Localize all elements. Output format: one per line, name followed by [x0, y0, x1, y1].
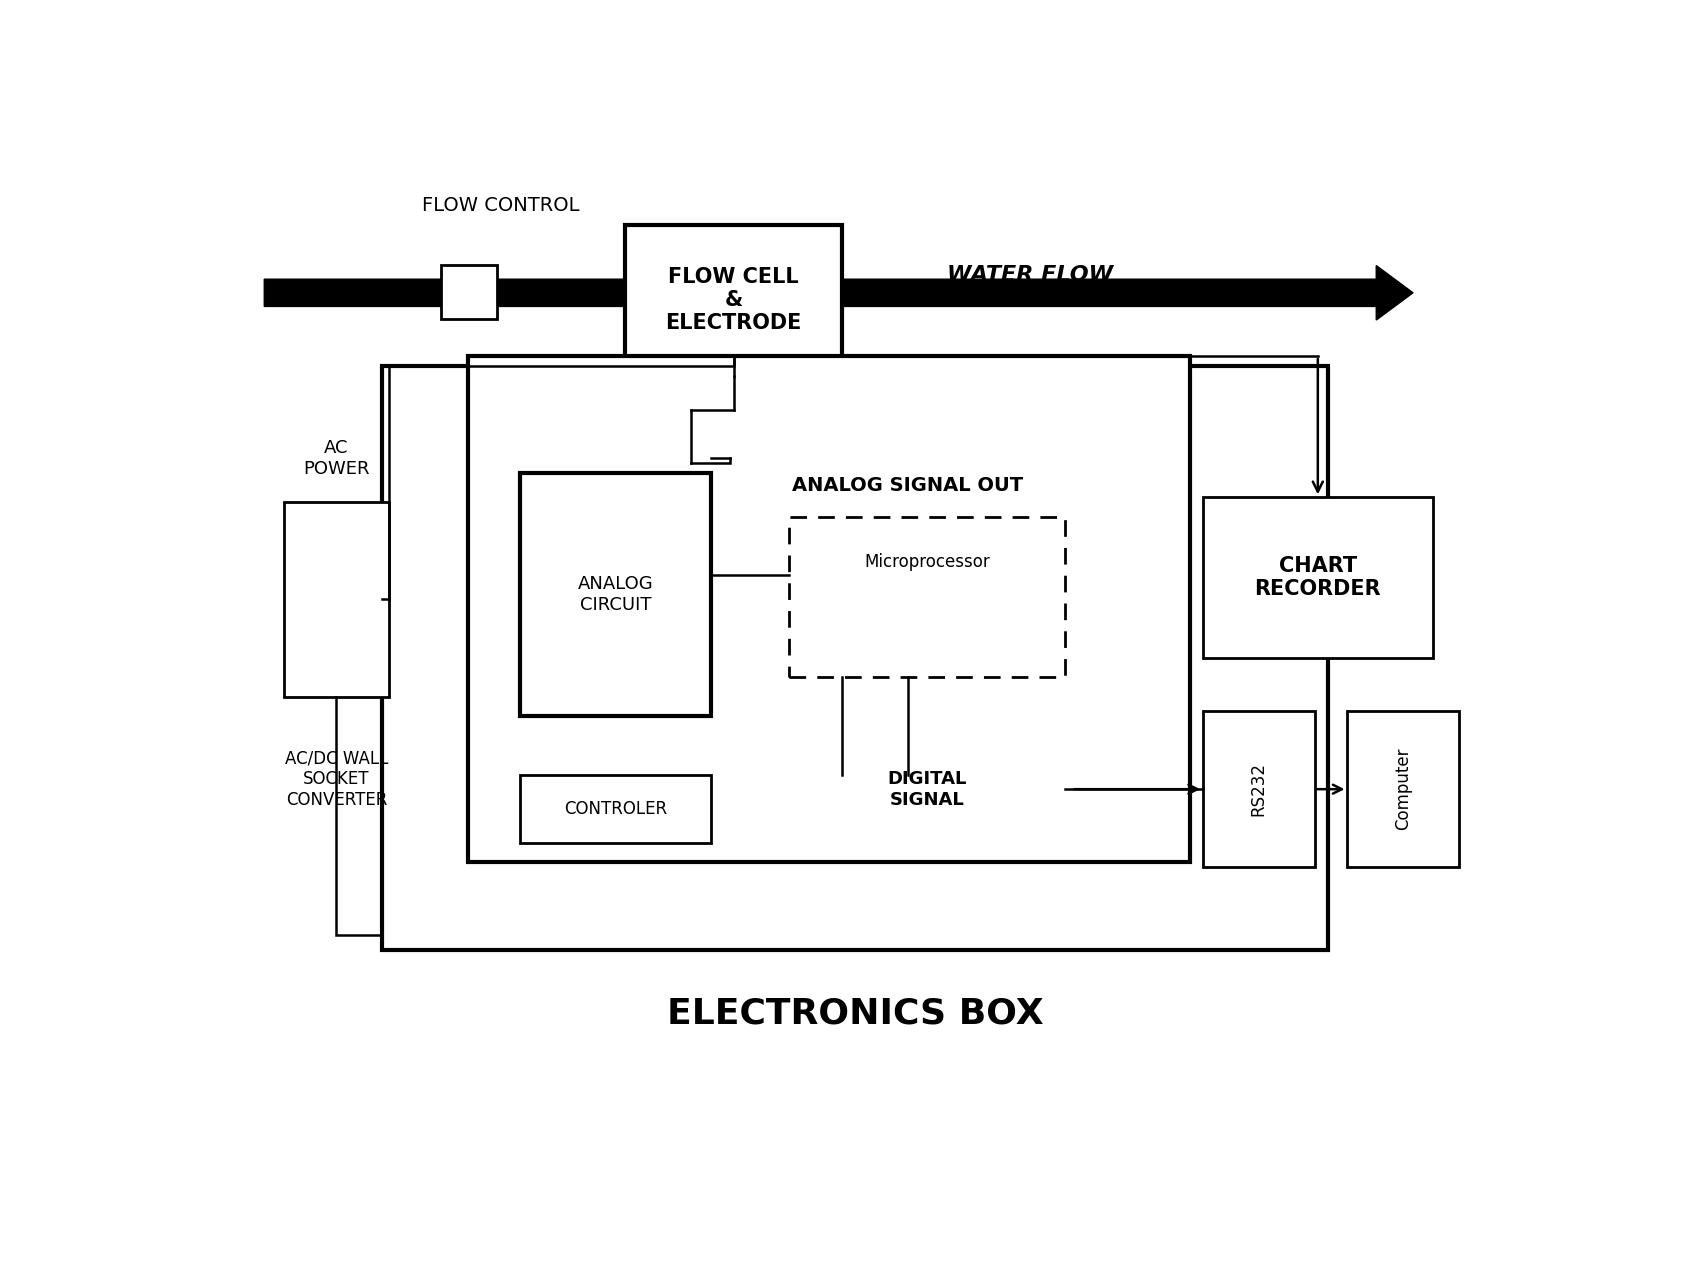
- FancyArrow shape: [264, 265, 1413, 320]
- Bar: [520, 473, 711, 717]
- Text: Microprocessor: Microprocessor: [864, 552, 989, 570]
- Text: FLOW CELL
&
ELECTRODE: FLOW CELL & ELECTRODE: [666, 267, 801, 334]
- Text: AC/DC WALL
SOCKET
CONVERTER: AC/DC WALL SOCKET CONVERTER: [285, 750, 388, 809]
- Text: ELECTRONICS BOX: ELECTRONICS BOX: [667, 996, 1044, 1030]
- Text: WATER FLOW: WATER FLOW: [947, 265, 1113, 286]
- Text: FLOW CONTROL: FLOW CONTROL: [422, 196, 579, 215]
- Bar: [1347, 712, 1459, 867]
- Bar: [789, 517, 1066, 678]
- Text: AC
POWER: AC POWER: [303, 439, 369, 478]
- Text: ANALOG
CIRCUIT: ANALOG CIRCUIT: [578, 575, 654, 614]
- Bar: [285, 502, 390, 696]
- Bar: [442, 264, 496, 319]
- Text: ANALOG SIGNAL OUT: ANALOG SIGNAL OUT: [793, 477, 1023, 495]
- Bar: [520, 775, 711, 843]
- Bar: [468, 356, 1189, 862]
- Text: Computer: Computer: [1394, 748, 1413, 830]
- Bar: [1203, 497, 1433, 657]
- Bar: [1203, 712, 1315, 867]
- Text: CHART
RECORDER: CHART RECORDER: [1255, 556, 1381, 599]
- Text: CONTROLER: CONTROLER: [564, 800, 667, 818]
- Bar: [625, 225, 842, 375]
- Text: DIGITAL
SIGNAL: DIGITAL SIGNAL: [888, 770, 967, 809]
- Bar: [383, 365, 1328, 949]
- Text: RS232: RS232: [1250, 762, 1267, 817]
